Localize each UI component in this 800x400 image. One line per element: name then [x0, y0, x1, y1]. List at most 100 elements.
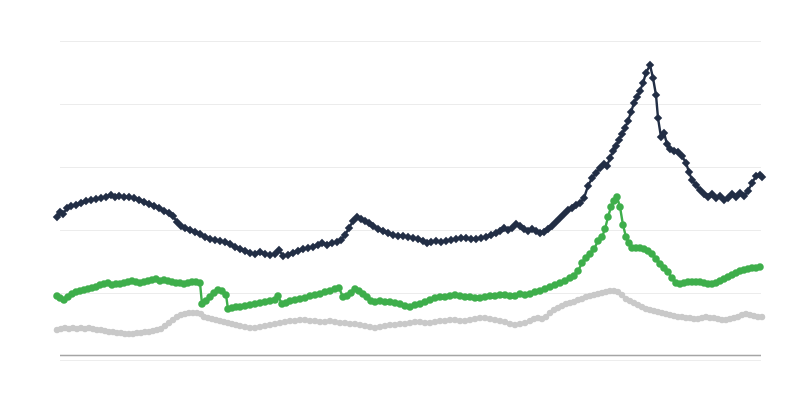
data-point-marker — [340, 230, 350, 240]
data-point-marker — [613, 193, 621, 201]
data-point-marker — [476, 233, 486, 243]
data-point-marker — [373, 224, 383, 234]
data-point-marker — [739, 191, 749, 201]
data-point-marker — [296, 316, 304, 324]
data-point-marker — [368, 221, 378, 231]
data-point-marker — [398, 231, 408, 241]
data-point-marker — [645, 60, 655, 70]
data-point-marker — [176, 221, 186, 231]
data-point-marker — [164, 208, 174, 218]
data-point-marker — [684, 167, 694, 177]
data-point-marker — [691, 180, 701, 190]
data-point-marker — [172, 217, 182, 227]
data-point-marker — [604, 213, 612, 221]
data-point-marker — [426, 319, 434, 327]
series-green-group — [53, 193, 764, 313]
data-point-marker — [301, 316, 309, 324]
data-point-marker — [119, 192, 129, 202]
data-point-marker — [575, 198, 585, 208]
data-point-marker — [486, 230, 496, 240]
data-point-marker — [246, 324, 254, 332]
data-point-marker — [391, 321, 399, 329]
data-point-marker — [336, 235, 346, 245]
data-point-marker — [364, 218, 374, 228]
data-point-marker — [602, 161, 612, 171]
data-point-marker — [623, 116, 633, 126]
data-point-marker — [491, 228, 501, 238]
data-point-marker — [626, 107, 636, 117]
data-point-marker — [481, 232, 491, 242]
series-gray-group — [53, 287, 766, 338]
data-point-marker — [583, 181, 593, 191]
data-point-marker — [496, 317, 504, 325]
data-point-marker — [66, 201, 76, 211]
data-point-marker — [622, 233, 630, 241]
data-point-marker — [261, 322, 269, 330]
data-point-marker — [413, 234, 423, 244]
data-point-marker — [336, 319, 344, 327]
data-point-marker — [378, 226, 388, 236]
data-point-marker — [456, 233, 466, 243]
data-point-marker — [491, 316, 499, 324]
data-point-marker — [408, 233, 418, 243]
data-point-marker — [376, 323, 384, 331]
data-point-marker — [110, 192, 120, 202]
data-point-marker — [441, 236, 451, 246]
data-point-marker — [422, 238, 432, 248]
data-point-marker — [406, 319, 414, 327]
data-point-marker — [471, 315, 479, 323]
data-point-marker — [403, 232, 413, 242]
data-point-marker — [607, 203, 615, 211]
data-point-marker — [62, 203, 72, 213]
data-point-marker — [356, 214, 366, 224]
data-point-marker — [293, 246, 303, 256]
data-point-marker — [481, 314, 489, 322]
data-point-marker — [81, 196, 91, 206]
data-point-marker — [240, 246, 250, 256]
data-point-marker — [306, 317, 314, 325]
data-point-marker — [499, 223, 509, 233]
data-point-marker — [58, 209, 68, 219]
data-point-marker — [168, 211, 178, 221]
data-point-marker — [220, 237, 230, 247]
data-point-marker — [327, 238, 337, 248]
data-point-marker — [332, 237, 342, 247]
data-point-marker — [486, 315, 494, 323]
data-point-marker — [611, 141, 621, 151]
data-point-marker — [651, 90, 661, 100]
data-point-marker — [601, 225, 609, 233]
data-point-marker — [348, 216, 358, 226]
data-point-marker — [641, 68, 651, 78]
data-point-marker — [743, 186, 753, 196]
data-point-marker — [388, 230, 398, 240]
data-point-marker — [681, 158, 691, 168]
data-point-marker — [76, 198, 86, 208]
data-point-marker — [230, 242, 240, 252]
data-point-marker — [222, 291, 230, 299]
data-point-marker — [587, 173, 597, 183]
data-point-marker — [620, 123, 630, 133]
data-point-marker — [590, 245, 598, 253]
data-point-marker — [401, 320, 409, 328]
data-point-marker — [618, 291, 626, 299]
data-point-marker — [758, 313, 766, 321]
data-point-marker — [411, 318, 419, 326]
data-point-marker — [139, 197, 149, 207]
data-point-marker — [542, 313, 550, 321]
data-point-marker — [134, 195, 144, 205]
data-point-marker — [632, 92, 642, 102]
data-point-marker — [461, 233, 471, 243]
data-point-marker — [106, 190, 116, 200]
data-point-marker — [757, 172, 767, 182]
data-point-marker — [638, 78, 648, 88]
data-point-marker — [431, 318, 439, 326]
data-point-marker — [383, 228, 393, 238]
data-point-marker — [313, 240, 323, 250]
data-point-marker — [241, 323, 249, 331]
data-point-marker — [341, 319, 349, 327]
data-point-marker — [366, 323, 374, 331]
data-point-marker — [579, 193, 589, 203]
data-point-marker — [190, 227, 200, 237]
data-point-marker — [298, 244, 308, 254]
data-point-marker — [521, 319, 529, 327]
